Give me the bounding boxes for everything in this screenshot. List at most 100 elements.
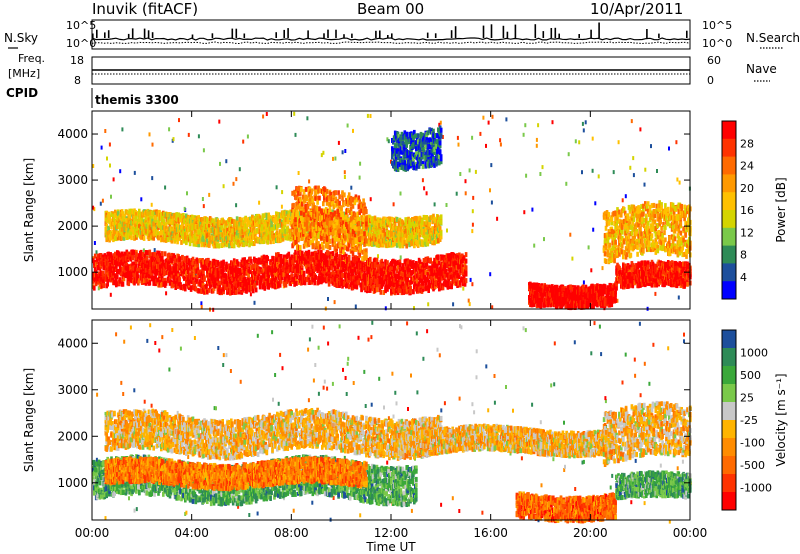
echo-cell (110, 195, 112, 199)
echo-cell (644, 168, 646, 172)
echo-cell (423, 186, 425, 190)
echo-cell (266, 112, 268, 116)
echo-cell (588, 245, 590, 249)
noise-spike (128, 34, 130, 38)
echo-cell (500, 143, 502, 147)
cpid-value: themis 3300 (95, 93, 179, 107)
echo-cell (583, 128, 585, 132)
echo-cell (575, 139, 577, 143)
echo-cell (303, 271, 306, 276)
noise-spike (555, 28, 557, 38)
echo-cell (625, 194, 627, 198)
echo-cell (465, 179, 467, 183)
noise-spike (144, 29, 146, 38)
echo-cell (161, 251, 164, 256)
echo-cell (537, 123, 539, 127)
noise-spike (152, 32, 154, 38)
echo-cell (531, 208, 533, 212)
echo-cell (250, 259, 253, 264)
echo-cell (140, 197, 142, 201)
noise-spike (96, 30, 98, 38)
noise-spike (148, 30, 150, 38)
echo-cell (119, 169, 121, 173)
echo-cell (152, 143, 154, 147)
noise-spike (551, 28, 553, 38)
echo-cell (388, 139, 390, 143)
echo-cell (632, 156, 634, 160)
echo-cell (314, 275, 317, 280)
echo-cell (350, 186, 352, 190)
echo-cell (571, 257, 573, 261)
echo-cell (524, 123, 526, 127)
echo-cell (188, 133, 190, 137)
echo-cell (370, 197, 372, 201)
echo-cell (203, 275, 206, 280)
echo-cell (178, 257, 181, 262)
echo-cell (181, 255, 184, 260)
noise-spike (379, 31, 381, 39)
echo-cell (468, 299, 470, 303)
noise-line (92, 38, 690, 40)
noise-spike (507, 32, 509, 38)
echo-cell (104, 129, 106, 133)
echo-cell (490, 163, 492, 167)
echo-cell (359, 176, 361, 180)
echo-cell (489, 272, 491, 276)
echo-cell (581, 170, 583, 174)
noise-spike (391, 33, 393, 38)
echo-cell (592, 169, 594, 173)
echo-cell (288, 252, 291, 257)
echo-cell (629, 166, 631, 170)
echo-cell (491, 201, 493, 205)
freq-right-tick-bottom: 0 (707, 74, 714, 87)
noise-spike (558, 34, 560, 38)
echo-cell (173, 137, 175, 141)
echo-cell (208, 193, 210, 197)
noise-spike (686, 31, 688, 38)
echo-cell (164, 186, 166, 190)
noise-spike (132, 28, 134, 38)
echo-cell (352, 129, 354, 133)
echo-cell (434, 202, 436, 206)
noise-spike (236, 29, 238, 38)
echo-cell (472, 223, 474, 227)
echo-cell (679, 181, 681, 185)
noise-spike (323, 33, 325, 38)
echo-cell (422, 178, 424, 182)
echo-cell (479, 132, 481, 136)
echo-cell (471, 136, 473, 140)
echo-cell (321, 153, 323, 157)
noise-right-label: N.Search (746, 31, 800, 45)
noise-spike (503, 26, 505, 38)
echo-cell (146, 256, 149, 261)
echo-cell (536, 138, 538, 142)
echo-cell (344, 170, 346, 174)
noise-spike (375, 31, 377, 38)
echo-cell (446, 229, 448, 233)
echo-cell (631, 119, 633, 123)
noise-left-tick-bottom: 10^0 (66, 37, 96, 50)
echo-cell (543, 237, 545, 241)
echo-cell (258, 201, 260, 205)
echo-cell (590, 268, 592, 272)
noise-spike (283, 30, 285, 38)
echo-cell (332, 251, 335, 256)
freq-label-line2: [MHz] (8, 67, 40, 80)
noise-right-tick-top: 10^5 (702, 19, 732, 32)
noise-spike (578, 34, 580, 38)
echo-cell (400, 192, 402, 196)
echo-cell (100, 202, 102, 206)
echo-cell (639, 127, 641, 131)
echo-cell (122, 282, 125, 287)
noise-search-line (92, 42, 690, 44)
power-cells (92, 112, 692, 312)
noise-right-tick-bottom: 10^0 (702, 37, 732, 50)
echo-cell (121, 127, 123, 131)
noise-spike (212, 33, 214, 38)
echo-cell (281, 190, 283, 194)
echo-cell (219, 162, 221, 166)
echo-cell (622, 198, 624, 202)
echo-cell (592, 228, 594, 232)
date-title: 10/Apr/2011 (590, 0, 683, 18)
echo-cell (235, 290, 238, 295)
